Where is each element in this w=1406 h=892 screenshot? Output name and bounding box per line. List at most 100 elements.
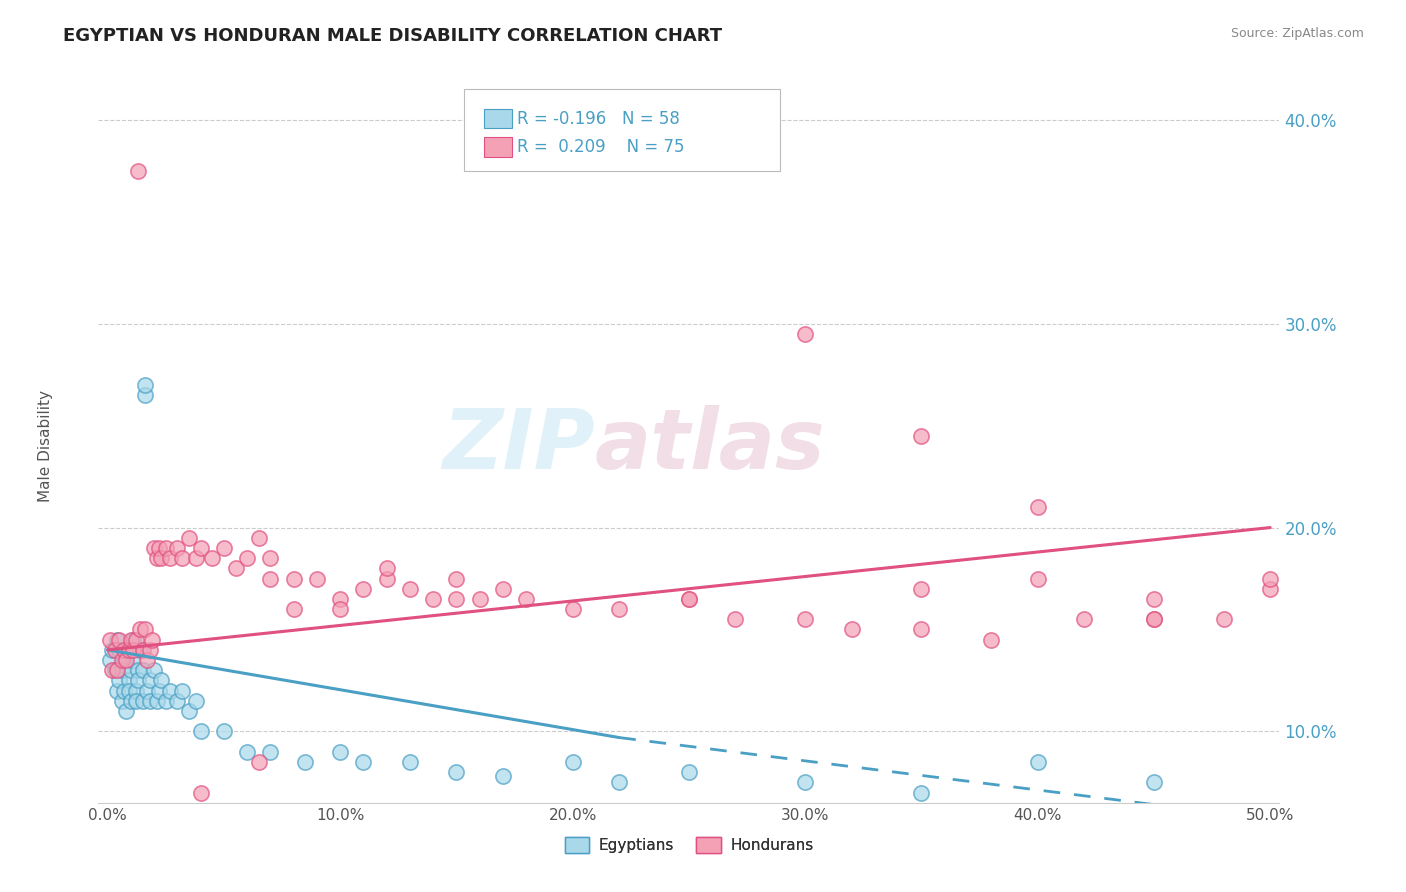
Point	[492, 582, 515, 596]
Point	[1143, 612, 1166, 626]
Point	[155, 694, 177, 708]
Point	[399, 755, 422, 769]
Point	[104, 643, 127, 657]
Point	[145, 694, 167, 708]
Point	[492, 769, 515, 783]
Point	[283, 602, 305, 616]
Point	[561, 755, 583, 769]
Point	[794, 326, 817, 341]
Point	[148, 683, 170, 698]
Point	[446, 572, 468, 586]
Point	[159, 551, 181, 566]
Point	[127, 163, 149, 178]
Point	[259, 551, 281, 566]
Point	[129, 643, 152, 657]
Point	[115, 704, 138, 718]
Point	[190, 786, 212, 800]
Point	[329, 602, 352, 616]
Point	[446, 765, 468, 780]
Point	[1258, 572, 1281, 586]
Point	[143, 663, 166, 677]
Point	[724, 612, 747, 626]
Text: atlas: atlas	[595, 406, 825, 486]
Point	[150, 673, 173, 688]
Point	[145, 551, 167, 566]
Point	[141, 632, 163, 647]
Point	[136, 683, 159, 698]
Point	[115, 643, 138, 657]
Point	[177, 704, 200, 718]
Point	[329, 745, 352, 759]
Point	[375, 572, 398, 586]
Point	[112, 683, 135, 698]
Point	[1143, 591, 1166, 606]
Point	[120, 632, 142, 647]
Point	[108, 643, 131, 657]
Point	[108, 632, 131, 647]
Point	[112, 653, 135, 667]
Point	[143, 541, 166, 555]
Point	[101, 643, 124, 657]
Point	[678, 765, 700, 780]
Point	[910, 429, 932, 443]
Point	[134, 623, 156, 637]
Point	[105, 683, 128, 698]
Point	[111, 653, 134, 667]
Point	[1073, 612, 1095, 626]
Point	[136, 653, 159, 667]
Point	[980, 632, 1002, 647]
Point	[101, 663, 124, 677]
Point	[259, 745, 281, 759]
Point	[124, 694, 146, 708]
Point	[122, 643, 145, 657]
Point	[190, 724, 212, 739]
Point	[1143, 775, 1166, 789]
Point	[1026, 572, 1049, 586]
Point	[212, 541, 235, 555]
Point	[115, 653, 138, 667]
Point	[1143, 612, 1166, 626]
Point	[150, 551, 173, 566]
Point	[678, 591, 700, 606]
Point	[236, 745, 259, 759]
Point	[236, 551, 259, 566]
Point	[111, 694, 134, 708]
Point	[468, 591, 491, 606]
Point	[515, 591, 537, 606]
Point	[138, 643, 160, 657]
Point	[294, 755, 316, 769]
Point	[105, 632, 128, 647]
Text: Source: ZipAtlas.com: Source: ZipAtlas.com	[1230, 27, 1364, 40]
Point	[166, 541, 188, 555]
Point	[108, 673, 131, 688]
Point	[134, 388, 156, 402]
Point	[607, 775, 630, 789]
Point	[105, 663, 128, 677]
Point	[129, 623, 152, 637]
Point	[127, 673, 149, 688]
Point	[120, 663, 142, 677]
Point	[124, 632, 146, 647]
Point	[104, 663, 127, 677]
Point	[259, 572, 281, 586]
Text: Male Disability: Male Disability	[38, 390, 53, 502]
Point	[117, 673, 139, 688]
Point	[177, 531, 200, 545]
Point	[225, 561, 247, 575]
Point	[138, 694, 160, 708]
Point	[212, 724, 235, 739]
Point	[122, 653, 145, 667]
Point	[910, 623, 932, 637]
Point	[910, 786, 932, 800]
Point	[1258, 582, 1281, 596]
Text: EGYPTIAN VS HONDURAN MALE DISABILITY CORRELATION CHART: EGYPTIAN VS HONDURAN MALE DISABILITY COR…	[63, 27, 723, 45]
Point	[1026, 500, 1049, 515]
Point	[184, 694, 207, 708]
Text: R =  0.209    N = 75: R = 0.209 N = 75	[517, 138, 685, 156]
Point	[122, 632, 145, 647]
Point	[131, 643, 153, 657]
Point	[399, 582, 422, 596]
Point	[138, 673, 160, 688]
Point	[112, 643, 135, 657]
Point	[98, 632, 121, 647]
